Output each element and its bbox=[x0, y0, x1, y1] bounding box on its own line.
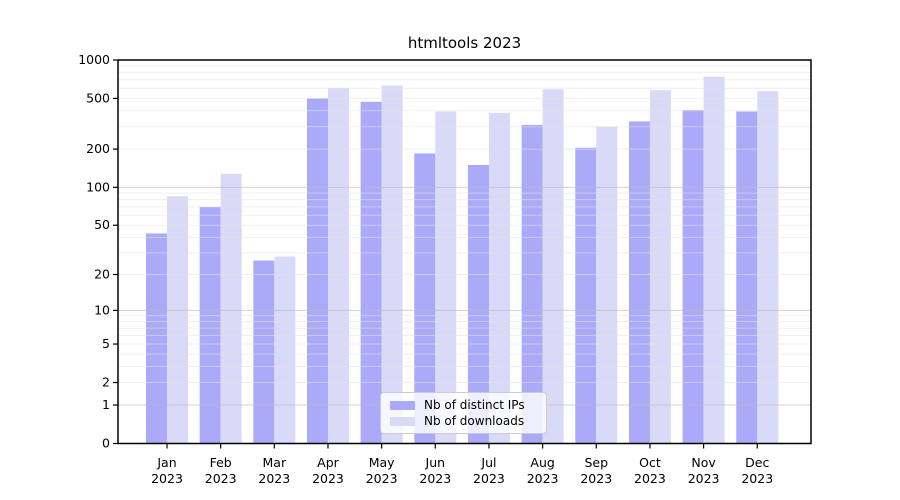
x-tick-label-year: 2023 bbox=[473, 471, 505, 486]
x-tick-label-month: May bbox=[369, 455, 395, 470]
bar-downloads-oct bbox=[649, 90, 671, 444]
bar-downloads-jun bbox=[435, 111, 457, 444]
y-tick-label: 500 bbox=[86, 90, 110, 105]
x-tick-label-month: Feb bbox=[210, 455, 232, 470]
bar-ips-apr bbox=[306, 98, 328, 444]
y-tick-label: 50 bbox=[94, 217, 110, 232]
x-tick-label-month: Sep bbox=[584, 455, 608, 470]
bar-ips-oct bbox=[628, 121, 650, 444]
bar-ips-sep bbox=[575, 147, 597, 444]
bar-ips-jun bbox=[414, 153, 436, 444]
legend-item-distinct-ips: Nb of distinct IPs bbox=[390, 398, 536, 412]
bar-ips-nov bbox=[682, 110, 704, 444]
x-tick-label-year: 2023 bbox=[151, 471, 183, 486]
x-tick-label-month: Jul bbox=[480, 455, 496, 470]
bar-downloads-aug bbox=[542, 89, 564, 444]
bar-downloads-apr bbox=[327, 87, 349, 444]
legend-swatch-distinct-ips bbox=[390, 400, 415, 410]
bar-downloads-feb bbox=[220, 173, 242, 444]
x-tick-label-month: Oct bbox=[639, 455, 661, 470]
x-tick-label-month: Jun bbox=[425, 455, 446, 470]
x-tick-label-year: 2023 bbox=[419, 471, 451, 486]
legend-label-downloads: Nb of downloads bbox=[424, 414, 525, 428]
x-tick-label-year: 2023 bbox=[205, 471, 237, 486]
x-tick-label-year: 2023 bbox=[688, 471, 720, 486]
x-tick-label-year: 2023 bbox=[580, 471, 612, 486]
bar-downloads-dec bbox=[757, 91, 779, 444]
x-tick-label-month: Nov bbox=[691, 455, 716, 470]
x-tick-label-month: Aug bbox=[530, 455, 554, 470]
bar-downloads-jul bbox=[488, 112, 510, 444]
bar-downloads-sep bbox=[596, 126, 618, 444]
x-tick-label-year: 2023 bbox=[366, 471, 398, 486]
y-tick-label: 5 bbox=[102, 336, 110, 351]
y-tick-label: 1000 bbox=[78, 52, 110, 67]
x-tick-label-year: 2023 bbox=[258, 471, 290, 486]
chart-title: htmltools 2023 bbox=[407, 34, 522, 52]
legend-label-distinct-ips: Nb of distinct IPs bbox=[424, 398, 525, 412]
x-tick-label-month: Apr bbox=[317, 455, 339, 470]
bar-downloads-mar bbox=[274, 256, 296, 444]
bar-ips-jul bbox=[467, 164, 489, 444]
y-tick-label: 100 bbox=[86, 179, 110, 194]
x-tick-label-month: Mar bbox=[263, 455, 287, 470]
x-tick-label-year: 2023 bbox=[527, 471, 559, 486]
bar-ips-may bbox=[360, 101, 382, 444]
legend-swatch-downloads bbox=[390, 416, 415, 426]
bar-ips-feb bbox=[199, 206, 221, 444]
legend-item-downloads: Nb of downloads bbox=[390, 414, 536, 428]
bar-downloads-may bbox=[381, 85, 403, 444]
x-tick-label-year: 2023 bbox=[312, 471, 344, 486]
bar-ips-aug bbox=[521, 124, 543, 444]
y-tick-label: 0 bbox=[102, 436, 110, 451]
y-tick-label: 20 bbox=[94, 267, 110, 282]
x-tick-label-year: 2023 bbox=[741, 471, 773, 486]
x-tick-label-month: Jan bbox=[156, 455, 176, 470]
x-tick-label-month: Dec bbox=[745, 455, 769, 470]
y-tick-label: 1 bbox=[102, 397, 110, 412]
bar-ips-jan bbox=[146, 233, 167, 444]
x-tick-label-year: 2023 bbox=[634, 471, 666, 486]
bar-ips-dec bbox=[736, 111, 758, 444]
y-tick-label: 200 bbox=[86, 141, 110, 156]
bar-downloads-jan bbox=[167, 196, 188, 444]
bar-downloads-nov bbox=[703, 76, 725, 444]
legend: Nb of distinct IPs Nb of downloads bbox=[380, 392, 547, 434]
y-tick-label: 10 bbox=[94, 302, 110, 317]
plot-frame bbox=[117, 59, 812, 445]
y-tick-label: 2 bbox=[102, 375, 110, 390]
bar-ips-mar bbox=[253, 260, 275, 444]
